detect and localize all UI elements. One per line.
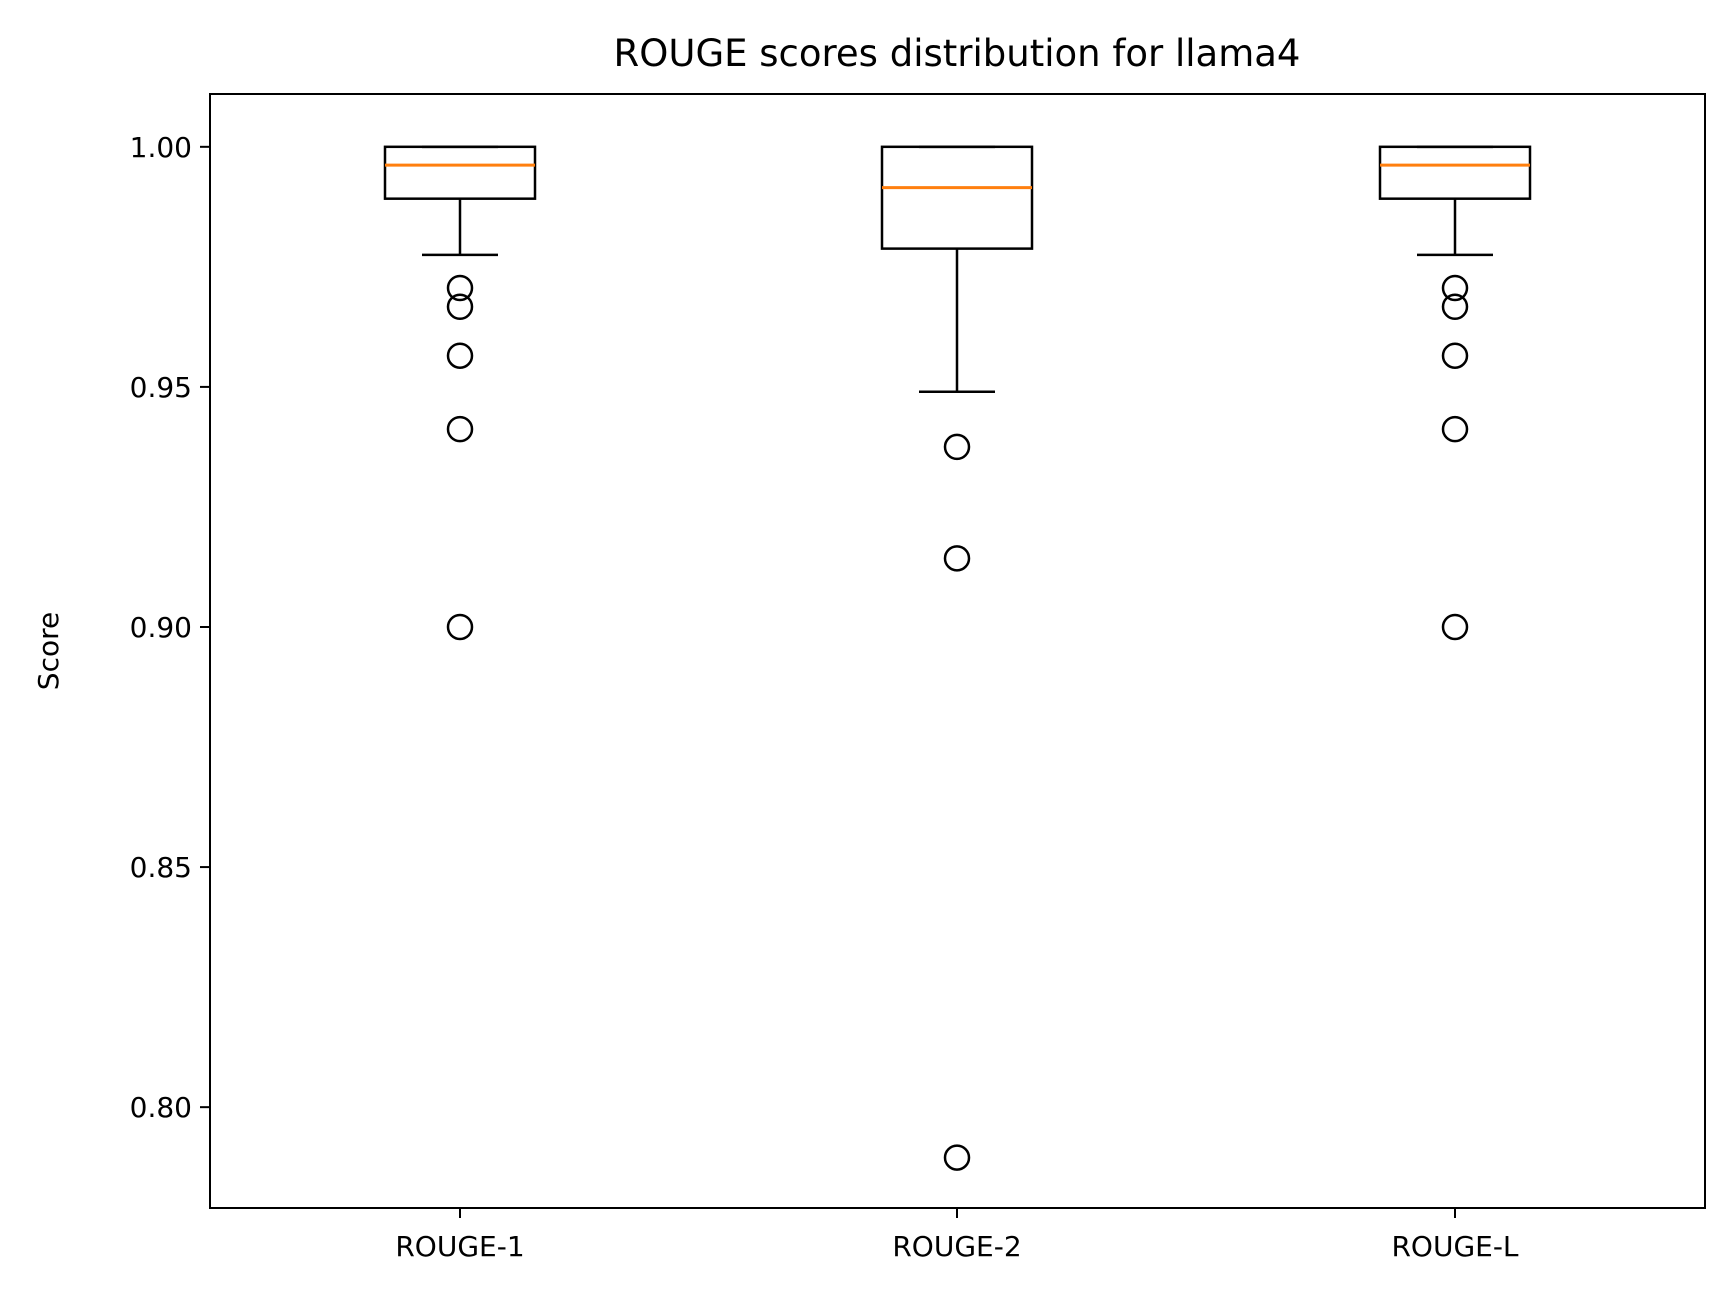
boxplot-rouge-1 xyxy=(383,145,537,641)
outlier-point xyxy=(1441,415,1469,443)
y-tick-label: 0.80 xyxy=(130,1091,192,1124)
x-tick-label: ROUGE-2 xyxy=(892,1230,1021,1263)
boxplot-rouge-2 xyxy=(880,145,1034,1171)
outlier-point xyxy=(943,545,971,572)
y-tick-label: 0.95 xyxy=(130,371,192,404)
outlier-point xyxy=(1441,293,1469,320)
outlier-point xyxy=(446,415,474,443)
x-tick-label: ROUGE-1 xyxy=(395,1230,524,1263)
outlier-point xyxy=(1441,342,1469,369)
boxplots xyxy=(383,145,1532,1171)
y-tick-label: 1.00 xyxy=(130,131,192,164)
chart-title: ROUGE scores distribution for llama4 xyxy=(614,32,1301,75)
outlier-point xyxy=(943,1144,971,1171)
y-axis-label: Score xyxy=(32,612,65,690)
x-axis: ROUGE-1 ROUGE-2 ROUGE-L xyxy=(395,1208,1519,1263)
outlier-point xyxy=(1441,274,1469,302)
outlier-point xyxy=(446,274,474,302)
outlier-point xyxy=(943,433,971,461)
outlier-point xyxy=(446,293,474,320)
y-tick-label: 0.90 xyxy=(130,611,192,644)
iqr-box xyxy=(383,145,537,200)
outlier-point xyxy=(446,342,474,369)
outlier-point xyxy=(1441,613,1469,641)
boxplot-rouge-l xyxy=(1378,145,1532,641)
y-axis: 0.80 0.85 0.90 0.95 1.00 xyxy=(130,131,210,1124)
y-tick-label: 0.85 xyxy=(130,851,192,884)
x-tick-label: ROUGE-L xyxy=(1391,1230,1518,1263)
outlier-point xyxy=(446,613,474,641)
iqr-box xyxy=(1378,145,1532,200)
iqr-box xyxy=(880,145,1034,250)
